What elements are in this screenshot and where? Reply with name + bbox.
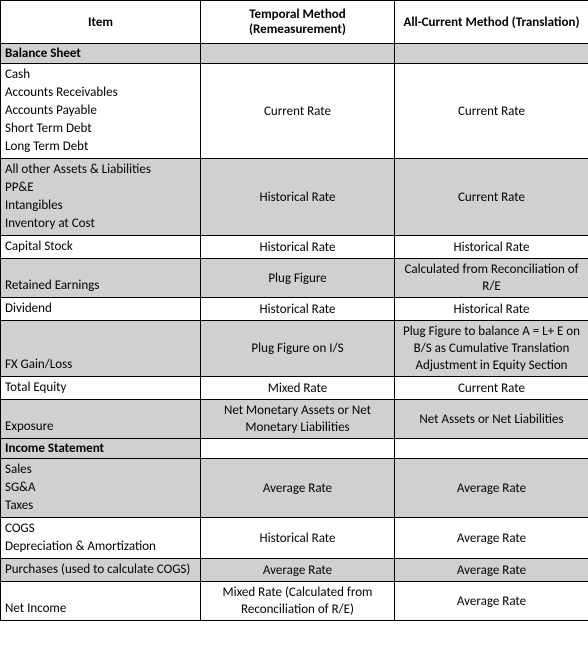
allcurrent-value: Current Rate	[395, 159, 588, 236]
temporal-value: Historical Rate	[201, 159, 395, 236]
temporal-value: Historical Rate	[201, 236, 395, 259]
item-label: Depreciation & Amortization	[5, 538, 196, 556]
item-label: PP&E	[5, 179, 196, 197]
item-label: Total Equity	[5, 379, 196, 397]
section-spacer	[201, 439, 395, 459]
item-label: Dividend	[5, 300, 196, 318]
temporal-value: Mixed Rate (Calculated from Reconciliati…	[201, 582, 395, 621]
table-row: Cash Accounts Receivables Accounts Payab…	[1, 64, 588, 159]
section-spacer	[395, 439, 588, 459]
section-spacer	[201, 44, 395, 64]
item-cell: All other Assets & Liabilities PP&E Inta…	[1, 159, 201, 236]
item-label: Accounts Receivables	[5, 84, 196, 102]
item-cell: Cash Accounts Receivables Accounts Payab…	[1, 64, 201, 159]
allcurrent-value: Average Rate	[395, 559, 588, 582]
allcurrent-value: Average Rate	[395, 518, 588, 559]
table-row: Exposure Net Monetary Assets or Net Mone…	[1, 400, 588, 439]
item-cell: Retained Earnings	[1, 259, 201, 298]
item-label: Capital Stock	[5, 238, 196, 256]
item-label: Sales	[5, 461, 196, 479]
table-row: COGS Depreciation & Amortization Histori…	[1, 518, 588, 559]
item-label: SG&A	[5, 479, 196, 497]
allcurrent-value: Average Rate	[395, 582, 588, 621]
item-cell: Purchases (used to calculate COGS)	[1, 559, 201, 582]
temporal-value: Mixed Rate	[201, 377, 395, 400]
table-row: Retained Earnings Plug Figure Calculated…	[1, 259, 588, 298]
item-label: Long Term Debt	[5, 138, 196, 156]
header-allcurrent: All-Current Method (Translation)	[395, 1, 588, 44]
temporal-value: Historical Rate	[201, 298, 395, 321]
item-label: Intangibles	[5, 197, 196, 215]
table-row: All other Assets & Liabilities PP&E Inta…	[1, 159, 588, 236]
item-cell: Dividend	[1, 298, 201, 321]
item-cell: COGS Depreciation & Amortization	[1, 518, 201, 559]
item-label: Accounts Payable	[5, 102, 196, 120]
section-label: Balance Sheet	[1, 44, 201, 64]
header-temporal: Temporal Method (Remeasurement)	[201, 1, 395, 44]
allcurrent-value: Average Rate	[395, 459, 588, 518]
item-label: Short Term Debt	[5, 120, 196, 138]
temporal-value: Plug Figure	[201, 259, 395, 298]
item-cell: Exposure	[1, 400, 201, 439]
item-label: Inventory at Cost	[5, 215, 196, 233]
item-label: COGS	[5, 520, 196, 538]
table-row: Total Equity Mixed Rate Current Rate	[1, 377, 588, 400]
item-cell: Net Income	[1, 582, 201, 621]
temporal-value: Plug Figure on I/S	[201, 321, 395, 377]
table-row: Sales SG&A Taxes Average Rate Average Ra…	[1, 459, 588, 518]
header-item: Item	[1, 1, 201, 44]
allcurrent-value: Current Rate	[395, 64, 588, 159]
temporal-value: Current Rate	[201, 64, 395, 159]
item-label: Retained Earnings	[5, 277, 196, 295]
item-cell: Capital Stock	[1, 236, 201, 259]
table-row: Capital Stock Historical Rate Historical…	[1, 236, 588, 259]
allcurrent-value: Current Rate	[395, 377, 588, 400]
temporal-value: Average Rate	[201, 459, 395, 518]
temporal-value: Net Monetary Assets or Net Monetary Liab…	[201, 400, 395, 439]
allcurrent-value: Historical Rate	[395, 236, 588, 259]
item-label: Purchases (used to calculate COGS)	[5, 561, 196, 579]
allcurrent-value: Historical Rate	[395, 298, 588, 321]
table-row: Dividend Historical Rate Historical Rate	[1, 298, 588, 321]
item-cell: Total Equity	[1, 377, 201, 400]
section-spacer	[395, 44, 588, 64]
item-cell: FX Gain/Loss	[1, 321, 201, 377]
item-cell: Sales SG&A Taxes	[1, 459, 201, 518]
allcurrent-value: Calculated from Reconciliation of R/E	[395, 259, 588, 298]
item-label: Taxes	[5, 497, 196, 515]
allcurrent-value: Net Assets or Net Liabilities	[395, 400, 588, 439]
item-label: Net Income	[5, 600, 196, 618]
section-balance-sheet: Balance Sheet	[1, 44, 588, 64]
item-label: Cash	[5, 66, 196, 84]
item-label: All other Assets & Liabilities	[5, 161, 196, 179]
section-label: Income Statement	[1, 439, 201, 459]
temporal-value: Historical Rate	[201, 518, 395, 559]
temporal-value: Average Rate	[201, 559, 395, 582]
allcurrent-value: Plug Figure to balance A = L+ E on B/S a…	[395, 321, 588, 377]
translation-table: Item Temporal Method (Remeasurement) All…	[0, 0, 588, 621]
table-row: Purchases (used to calculate COGS) Avera…	[1, 559, 588, 582]
table-row: Net Income Mixed Rate (Calculated from R…	[1, 582, 588, 621]
header-row: Item Temporal Method (Remeasurement) All…	[1, 1, 588, 44]
item-label: FX Gain/Loss	[5, 356, 196, 374]
item-label: Exposure	[5, 418, 196, 436]
section-income-statement: Income Statement	[1, 439, 588, 459]
table-row: FX Gain/Loss Plug Figure on I/S Plug Fig…	[1, 321, 588, 377]
